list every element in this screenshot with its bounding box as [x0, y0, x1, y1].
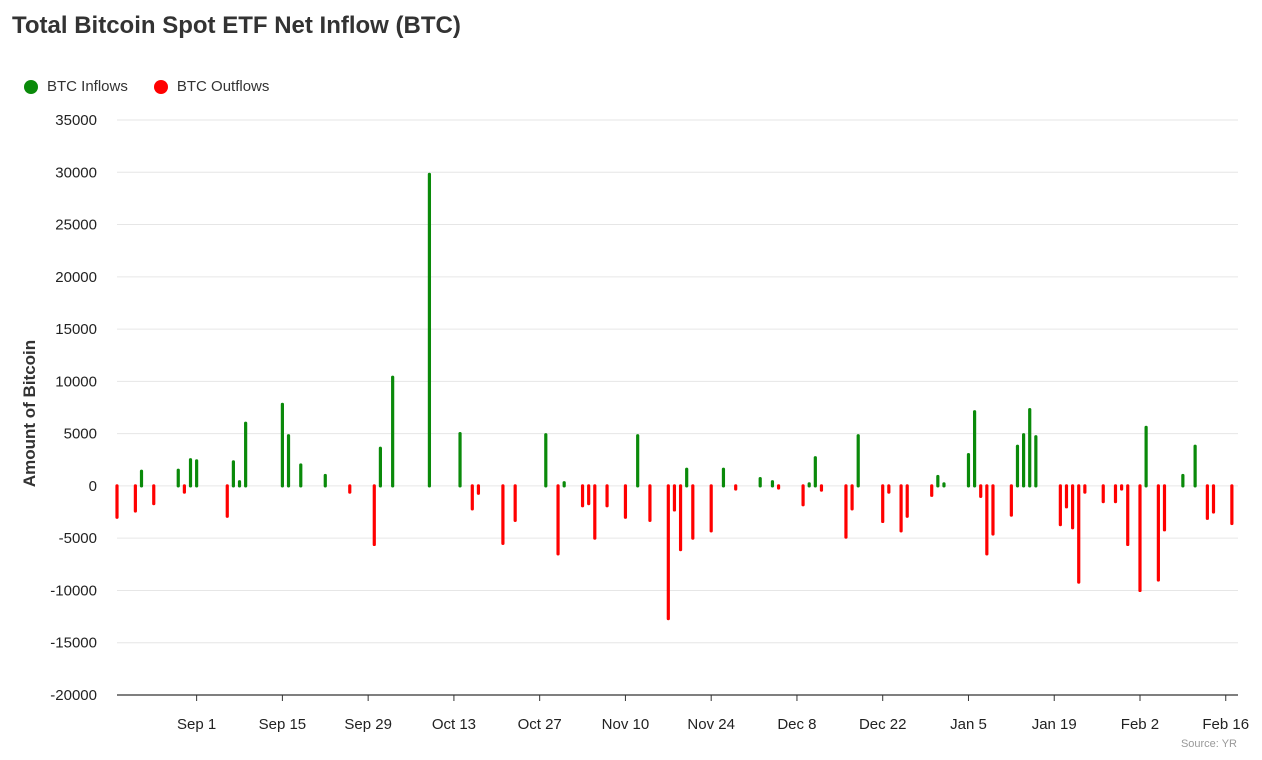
legend: BTC Inflows BTC Outflows	[24, 78, 269, 95]
y-tick-label: -20000	[50, 687, 97, 704]
legend-item-outflows[interactable]: BTC Outflows	[153, 78, 270, 95]
x-tick-label: Jan 5	[950, 716, 987, 733]
x-tick-label: Feb 16	[1202, 716, 1249, 733]
x-tick-label: Nov 24	[687, 716, 735, 733]
x-axis-ticks: Sep 1 Sep 15 Sep 29 Oct 13 Oct 27 Nov 10 Nov 2…	[177, 695, 1249, 733]
y-tick-label: 20000	[55, 269, 97, 286]
y-tick-label: 30000	[55, 164, 97, 181]
y-tick-label: 25000	[55, 217, 97, 234]
y-axis-title: Amount of Bitcoin	[20, 340, 39, 487]
legend-dot-inflows-icon	[24, 79, 38, 94]
y-tick-label: 0	[89, 478, 97, 495]
x-tick-label: Dec 8	[777, 716, 816, 733]
y-tick-label: 35000	[55, 112, 97, 129]
x-tick-label: Jan 19	[1032, 716, 1077, 733]
x-tick-label: Sep 29	[344, 716, 392, 733]
x-tick-label: Feb 2	[1121, 716, 1159, 733]
x-tick-label: Sep 1	[177, 716, 216, 733]
x-tick-label: Nov 10	[602, 716, 650, 733]
source-note: Source: YR	[1180, 738, 1237, 750]
legend-dot-outflows-icon	[153, 79, 168, 94]
chart-title: Total Bitcoin Spot ETF Net Inflow (BTC)	[12, 12, 461, 39]
bars	[115, 172, 1234, 621]
y-tick-label: -5000	[59, 530, 97, 547]
x-tick-label: Oct 13	[432, 716, 476, 733]
y-tick-label: 5000	[64, 426, 97, 443]
gridlines	[117, 119, 1238, 696]
y-tick-label: 15000	[55, 321, 97, 338]
legend-label-inflows: BTC Inflows	[47, 78, 128, 95]
y-tick-label: -15000	[50, 635, 97, 652]
legend-label-outflows: BTC Outflows	[176, 78, 270, 95]
y-tick-label: 10000	[55, 373, 97, 390]
y-tick-label: -10000	[50, 582, 97, 599]
x-tick-label: Sep 15	[259, 716, 307, 733]
legend-item-inflows[interactable]: BTC Inflows	[24, 78, 128, 95]
x-tick-label: Oct 27	[518, 716, 562, 733]
y-axis-tick-labels: 35000 30000 25000 20000 15000 10000 5000 0 -5000…	[50, 112, 97, 704]
x-tick-label: Dec 22	[859, 716, 907, 733]
